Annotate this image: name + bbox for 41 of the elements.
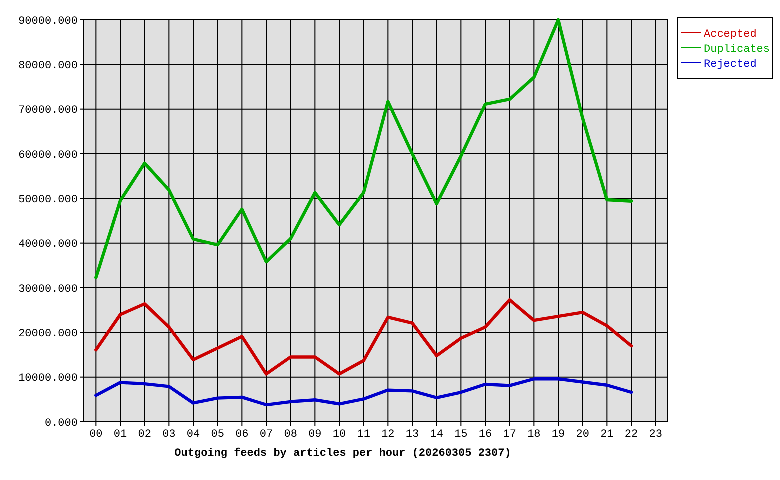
x-tick-label: 05 [211, 429, 224, 441]
x-tick-label: 01 [114, 429, 128, 441]
x-tick-label: 02 [138, 429, 152, 441]
x-tick-label: 21 [600, 429, 614, 441]
legend-label: Accepted [704, 28, 757, 41]
x-tick-label: 03 [162, 429, 176, 441]
y-tick-label: 10000.000 [18, 373, 78, 386]
x-tick-label: 19 [552, 429, 566, 441]
x-tick-label: 10 [332, 429, 346, 441]
legend-label: Rejected [704, 58, 757, 71]
x-tick-label: 20 [576, 429, 590, 441]
x-tick-label: 16 [478, 429, 492, 441]
y-tick-label: 60000.000 [18, 150, 78, 162]
x-tick-label: 14 [430, 429, 444, 441]
x-tick-label: 07 [260, 429, 274, 441]
x-tick-label: 06 [236, 429, 249, 441]
x-tick-label: 17 [503, 429, 516, 441]
x-tick-label: 00 [90, 429, 103, 441]
x-tick-label: 22 [624, 429, 638, 441]
x-tick-label: 08 [284, 429, 298, 441]
y-tick-label: 20000.000 [18, 328, 78, 341]
y-tick-label: 80000.000 [18, 60, 78, 73]
line-series [94, 298, 634, 376]
y-tick-label: 50000.000 [18, 194, 78, 207]
x-tick-label: 15 [454, 429, 468, 441]
line-series [94, 18, 634, 280]
x-tick-label: 04 [186, 429, 200, 441]
x-tick-label: 12 [382, 429, 395, 441]
x-tick-label: 23 [649, 429, 662, 441]
y-tick-label: 0.000 [44, 418, 78, 430]
y-tick-label: 90000.000 [18, 16, 78, 28]
y-tick-label: 70000.000 [18, 105, 78, 118]
y-tick-label: 40000.000 [18, 239, 78, 252]
legend-label: Duplicates [704, 44, 770, 56]
x-tick-label: 09 [308, 429, 322, 441]
x-tick-label: 13 [406, 429, 420, 441]
x-axis-title: Outgoing feeds by articles per hour (20260305 2307) [174, 447, 512, 460]
x-tick-label: 11 [357, 429, 371, 441]
y-tick-label: 30000.000 [18, 284, 78, 296]
x-tick-label: 18 [528, 429, 541, 441]
line-series [94, 378, 634, 407]
